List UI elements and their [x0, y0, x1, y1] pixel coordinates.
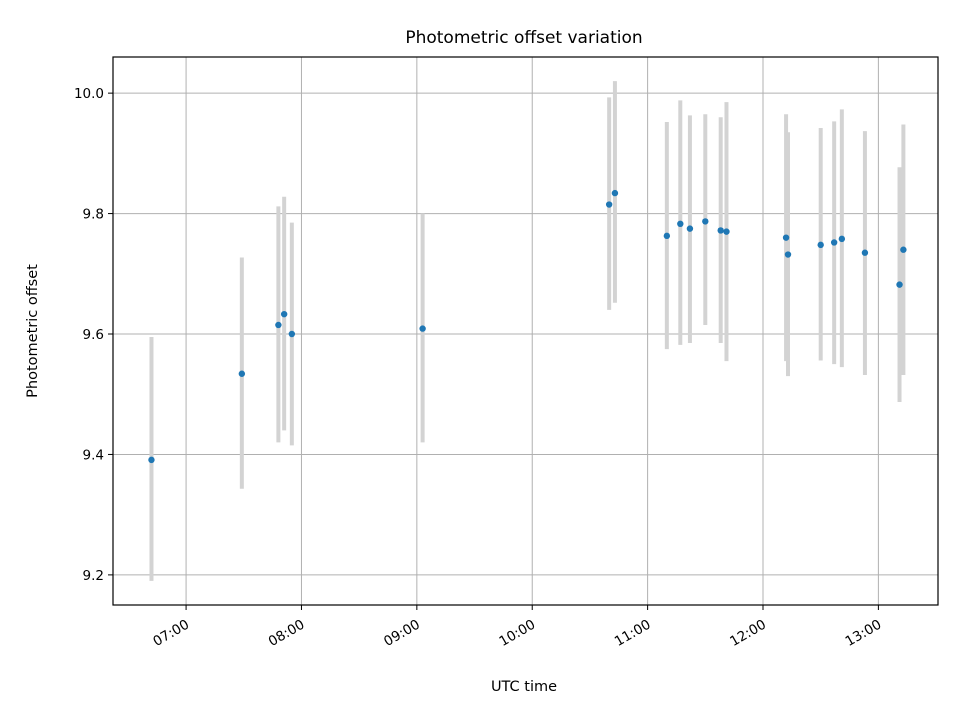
- y-tick-label: 9.8: [83, 207, 104, 223]
- y-tick-label: 10.0: [74, 86, 104, 102]
- data-point: [830, 239, 838, 246]
- y-tick-label: 9.4: [83, 447, 104, 463]
- data-point: [782, 234, 790, 241]
- y-axis: 9.2 9.4 9.6 9.8 10.0: [74, 86, 113, 584]
- data-point: [784, 251, 792, 258]
- data-point: [817, 241, 824, 249]
- data-point: [900, 246, 907, 253]
- data-point: [861, 249, 869, 256]
- data-point: [723, 228, 730, 235]
- x-tick-label: 07:00: [150, 617, 192, 650]
- x-tick-label: 11:00: [612, 617, 654, 650]
- data-point: [663, 232, 671, 240]
- plot-frame: [112, 56, 939, 606]
- x-tick-label: 08:00: [266, 617, 308, 650]
- x-tick-label: 09:00: [381, 617, 423, 650]
- plot-area: [113, 57, 938, 605]
- chart-title: Photometric offset variation: [405, 28, 642, 48]
- y-axis-label: Photometric offset: [25, 264, 41, 398]
- x-tick-label: 13:00: [843, 617, 885, 650]
- data-point: [838, 235, 846, 243]
- data-point: [896, 281, 903, 288]
- data-points: [148, 189, 907, 464]
- data-point: [677, 220, 684, 228]
- data-point: [288, 330, 296, 338]
- y-tick-label: 9.6: [83, 327, 104, 343]
- data-point: [419, 325, 426, 332]
- data-point: [605, 201, 613, 208]
- data-point: [275, 321, 282, 329]
- x-axis-label: UTC time: [491, 679, 557, 695]
- y-tick-label: 9.2: [83, 568, 104, 584]
- x-axis: 07:00 08:00 09:00 10:00 11:00 12:00 13:00: [150, 605, 884, 650]
- data-point: [686, 225, 694, 232]
- data-point: [280, 310, 288, 318]
- data-point: [717, 227, 724, 234]
- data-point: [148, 456, 155, 464]
- data-point: [238, 370, 246, 377]
- x-tick-label: 10:00: [497, 617, 539, 650]
- data-point: [611, 189, 619, 197]
- x-tick-label: 12:00: [727, 617, 769, 650]
- data-point: [702, 218, 709, 225]
- grid: [113, 57, 938, 605]
